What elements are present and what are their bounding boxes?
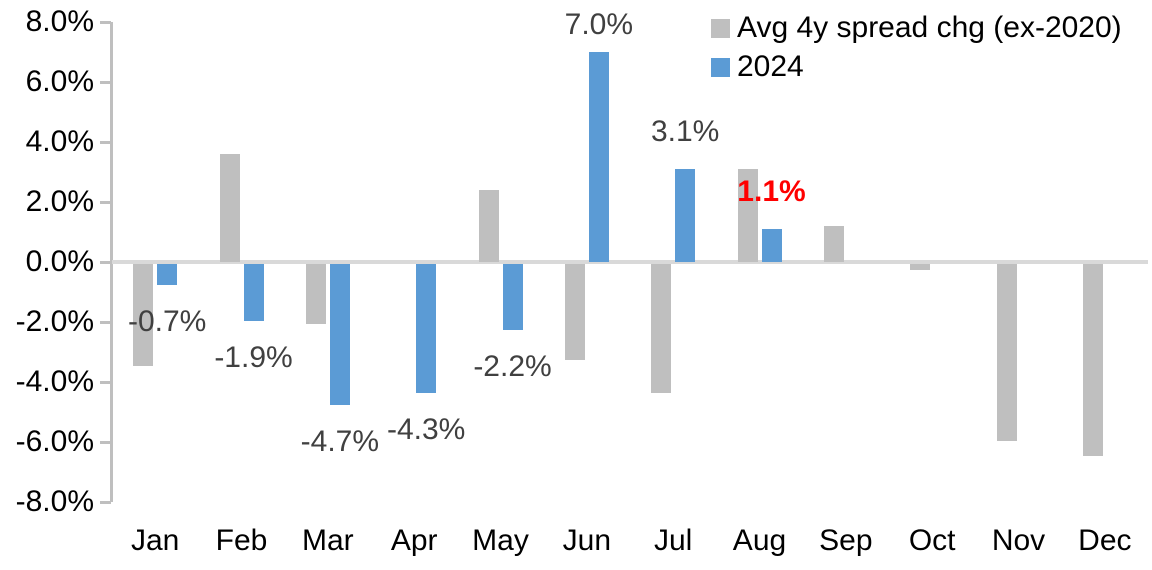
bar-avg-oct	[910, 264, 931, 270]
data-label-jan: -0.7%	[127, 305, 207, 338]
x-axis-label-dec: Dec	[1078, 524, 1132, 557]
y-axis-tick	[100, 440, 111, 444]
y-axis-label: 8.0%	[25, 5, 94, 38]
legend-swatch-blue	[711, 57, 730, 77]
y-axis-tick	[100, 20, 111, 24]
y-axis-tick	[100, 200, 111, 204]
bar-avg-feb	[219, 154, 240, 262]
x-axis-label-oct: Oct	[908, 524, 956, 557]
x-axis-label-nov: Nov	[991, 524, 1046, 557]
y-axis-label: 2.0%	[25, 185, 94, 218]
bar-avg-jan	[133, 264, 154, 366]
x-axis-label-jun: Jun	[562, 524, 612, 557]
bar-avg-jun	[564, 264, 585, 360]
data-label-feb: -1.9%	[214, 341, 293, 374]
x-axis-label-aug: Aug	[732, 524, 787, 557]
y-axis-line	[110, 22, 113, 502]
y-axis-label: 0.0%	[25, 245, 94, 278]
x-axis-label-mar: Mar	[301, 524, 354, 557]
y-axis-tick	[100, 140, 111, 144]
bar-avg-sep	[823, 226, 844, 262]
data-label-apr: -4.3%	[386, 413, 466, 446]
y-axis-tick	[100, 320, 111, 324]
x-axis-label-apr: Apr	[390, 524, 438, 557]
bar-avg-jul	[651, 264, 672, 393]
bar-2024-aug	[761, 229, 782, 262]
x-axis-label-jul: Jul	[653, 524, 693, 557]
zero-axis-line	[112, 260, 1148, 264]
y-axis-label: -2.0%	[15, 305, 94, 338]
y-axis-label: -8.0%	[15, 485, 94, 518]
legend: Avg 4y spread chg (ex-2020) 2024	[711, 11, 1122, 84]
data-label-jul: 3.1%	[650, 115, 720, 148]
y-axis-label: -4.0%	[15, 365, 94, 398]
legend-entry-2024: 2024	[711, 50, 1122, 84]
legend-label-avg-spread: Avg 4y spread chg (ex-2020)	[737, 11, 1122, 44]
x-axis-label-jan: Jan	[130, 524, 180, 557]
bar-avg-nov	[996, 264, 1017, 441]
bar-avg-may	[478, 190, 499, 262]
x-axis-label-feb: Feb	[215, 524, 268, 557]
y-axis-tick	[100, 80, 111, 84]
bar-avg-dec	[1082, 264, 1103, 456]
bar-2024-mar	[329, 264, 350, 405]
y-axis-label: 6.0%	[25, 65, 94, 98]
y-axis-label: -6.0%	[15, 425, 94, 458]
bar-2024-may	[502, 264, 523, 330]
bar-avg-aug	[737, 169, 758, 262]
legend-label-2024: 2024	[737, 50, 804, 83]
data-label-jun: 7.0%	[564, 8, 634, 41]
y-axis-label: 4.0%	[25, 125, 94, 158]
legend-entry-avg-spread: Avg 4y spread chg (ex-2020)	[711, 11, 1122, 45]
y-axis-tick	[100, 380, 111, 384]
legend-swatch-gray	[711, 18, 730, 38]
bar-2024-jul	[675, 169, 696, 262]
data-label-may: -2.2%	[473, 350, 552, 383]
bar-2024-apr	[416, 264, 437, 393]
bar-2024-jan	[157, 264, 178, 285]
data-label-mar: -4.7%	[300, 425, 380, 458]
y-axis-tick	[100, 260, 111, 264]
x-axis-label-may: May	[472, 524, 529, 557]
bar-2024-feb	[243, 264, 264, 321]
x-axis-label-sep: Sep	[819, 524, 873, 557]
bar-2024-jun	[588, 52, 609, 262]
data-label-aug: 1.1%	[737, 175, 806, 208]
y-axis-tick	[100, 500, 111, 504]
bar-avg-mar	[305, 264, 326, 324]
